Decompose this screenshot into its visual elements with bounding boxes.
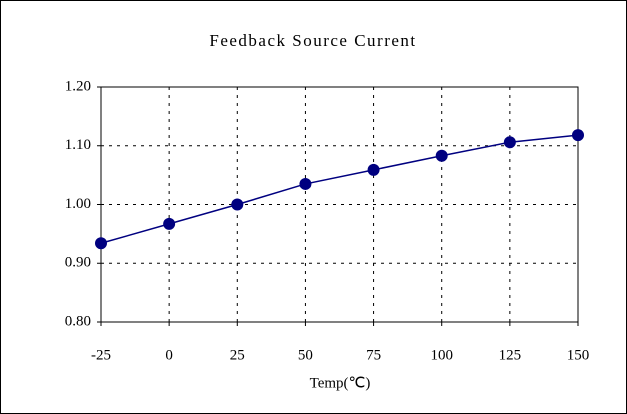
plot-area	[100, 86, 579, 323]
x-tick-label: 50	[298, 347, 313, 363]
data-point	[95, 237, 107, 250]
data-point	[231, 198, 244, 211]
data-point	[503, 136, 516, 149]
x-tick-label: 25	[230, 347, 245, 363]
series-line	[100, 134, 579, 244]
y-tick-label: 0.90	[65, 255, 91, 271]
data-point	[435, 149, 448, 162]
x-axis-label: Temp(℃)	[310, 375, 371, 391]
x-tick-label: 150	[567, 347, 590, 363]
chart-title: Feedback Source Current	[209, 31, 416, 50]
data-point	[572, 129, 584, 142]
y-tick-label: 1.10	[65, 137, 91, 153]
x-tick-label: 75	[366, 347, 381, 363]
data-point	[299, 177, 312, 190]
x-tick-label: -25	[91, 347, 111, 363]
x-tick-label: 0	[165, 347, 173, 363]
x-tick-label: 125	[499, 347, 522, 363]
x-tick-label: 100	[430, 347, 453, 363]
data-point	[163, 217, 176, 230]
y-tick-label: 0.80	[65, 313, 91, 329]
y-tick-label: 1.00	[65, 196, 91, 212]
y-tick-label: 1.20	[65, 78, 91, 94]
data-point	[367, 163, 380, 176]
